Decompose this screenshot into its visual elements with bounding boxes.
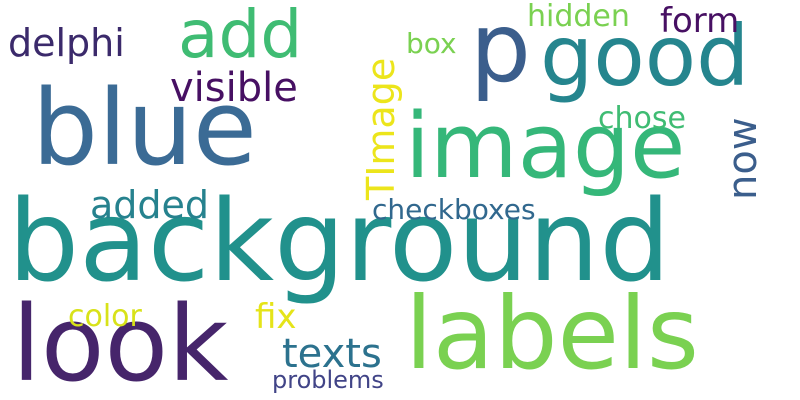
word-blue: blue — [32, 67, 257, 189]
word-hidden: hidden — [527, 0, 630, 34]
word-form: form — [660, 1, 740, 41]
word-fix: fix — [255, 297, 297, 337]
word-look: look — [12, 283, 229, 400]
word-good: good — [540, 7, 750, 105]
word-p: p — [470, 0, 531, 104]
word-timage: TImage — [359, 57, 403, 200]
word-delphi: delphi — [8, 21, 125, 65]
word-now: now — [720, 117, 766, 200]
word-box: box — [406, 27, 457, 60]
word-chose: chose — [598, 101, 686, 136]
word-background: background — [8, 177, 671, 307]
word-add: add — [178, 0, 303, 73]
word-color: color — [68, 299, 142, 334]
word-added: added — [90, 183, 210, 227]
word-labels: labels — [405, 275, 699, 392]
word-problems: problems — [272, 366, 384, 394]
word-visible: visible — [170, 65, 298, 111]
word-image: image — [405, 94, 686, 199]
word-texts: texts — [282, 331, 382, 377]
word-checkboxes: checkboxes — [372, 193, 536, 226]
